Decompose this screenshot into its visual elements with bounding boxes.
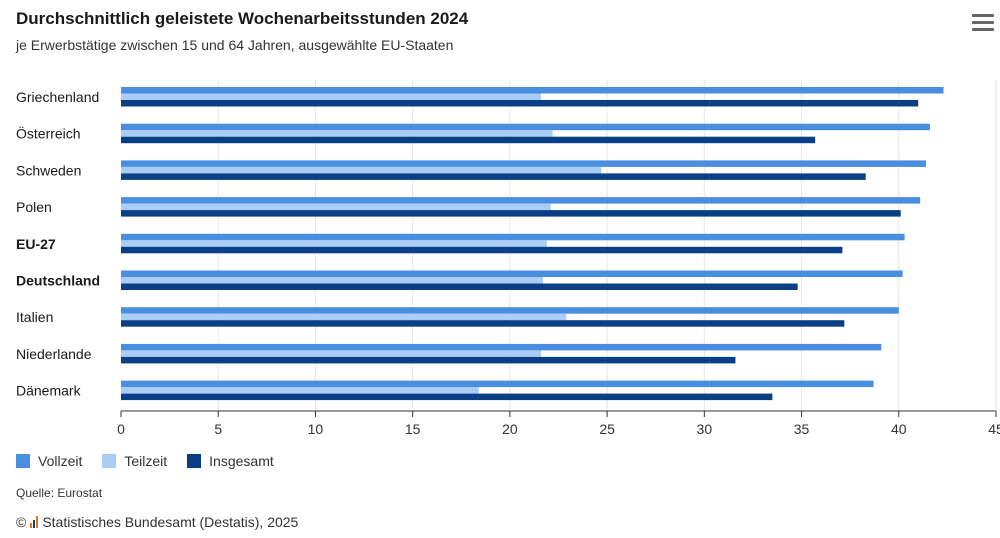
copyright-symbol: © — [16, 514, 27, 530]
bar-teilzeit — [121, 387, 479, 394]
bar-teilzeit — [121, 93, 541, 100]
chart-legend: Vollzeit Teilzeit Insgesamt — [16, 453, 274, 469]
bar-chart: 0 5 10 15 20 25 30 35 40 45 Griechenland Österreich… — [16, 80, 1000, 437]
x-tick-label: 0 — [117, 421, 125, 437]
source-note: Quelle: Eurostat — [16, 486, 103, 500]
legend-swatch-insgesamt — [187, 454, 202, 468]
copyright-line: © Statistisches Bundesamt (Destatis), 20… — [16, 514, 298, 530]
bar-vollzeit — [121, 123, 930, 131]
bar-insgesamt — [121, 100, 919, 107]
legend-item-teilzeit[interactable]: Teilzeit — [102, 453, 167, 469]
bar-vollzeit — [121, 160, 926, 167]
bar-insgesamt — [121, 283, 798, 290]
bar-insgesamt — [121, 136, 816, 144]
legend-label: Vollzeit — [38, 453, 83, 469]
x-tick-label: 10 — [308, 421, 324, 437]
bar-insgesamt — [121, 393, 773, 401]
bar-vollzeit — [121, 307, 899, 314]
chart-title: Durchschnittlich geleistete Wochenarbeit… — [16, 9, 469, 28]
x-tick-label: 20 — [502, 421, 518, 437]
bar-teilzeit — [121, 203, 551, 211]
bar-teilzeit — [121, 277, 543, 284]
x-tick-label: 25 — [599, 421, 615, 437]
category-label: Polen — [16, 199, 52, 215]
category-label: Dänemark — [16, 383, 82, 399]
bar-teilzeit — [121, 240, 547, 247]
bar-teilzeit — [121, 130, 553, 137]
bar-teilzeit — [121, 166, 602, 174]
x-tick-label: 45 — [988, 421, 1000, 437]
bar-vollzeit — [121, 233, 905, 241]
legend-swatch-vollzeit — [16, 454, 30, 468]
bar-vollzeit — [121, 87, 944, 94]
category-label: Schweden — [16, 162, 81, 178]
x-tick-label: 15 — [405, 421, 421, 437]
legend-item-insgesamt[interactable]: Insgesamt — [187, 453, 274, 469]
x-tick-label: 30 — [697, 421, 713, 437]
legend-item-vollzeit[interactable]: Vollzeit — [16, 453, 82, 469]
bar-insgesamt — [121, 356, 736, 364]
bar-insgesamt — [121, 320, 845, 327]
hamburger-menu-icon[interactable] — [972, 14, 994, 34]
destatis-logo-icon — [30, 516, 39, 528]
chart-subtitle: je Erwerbstätige zwischen 15 und 64 Jahr… — [16, 37, 454, 53]
category-label: Italien — [16, 309, 53, 325]
category-label: Österreich — [16, 125, 81, 142]
bar-insgesamt — [121, 246, 843, 254]
category-label: Griechenland — [16, 89, 99, 105]
bar-vollzeit — [121, 197, 921, 204]
bar-insgesamt — [121, 173, 866, 180]
legend-label: Teilzeit — [124, 453, 168, 469]
category-label: Deutschland — [16, 273, 100, 289]
bar-teilzeit — [121, 313, 567, 321]
legend-swatch-teilzeit — [102, 454, 117, 468]
bar-teilzeit — [121, 350, 541, 357]
category-label: EU-27 — [16, 236, 56, 252]
bar-insgesamt — [121, 210, 901, 217]
bar-vollzeit — [121, 343, 882, 351]
bar-vollzeit — [121, 380, 874, 388]
copyright-text: Statistisches Bundesamt (Destatis), 2025 — [42, 514, 299, 530]
x-tick-label: 35 — [794, 421, 810, 437]
x-tick-label: 40 — [891, 421, 907, 437]
x-tick-label: 5 — [214, 421, 222, 437]
legend-label: Insgesamt — [209, 453, 274, 469]
bar-vollzeit — [121, 270, 903, 277]
category-label: Niederlande — [16, 346, 92, 362]
